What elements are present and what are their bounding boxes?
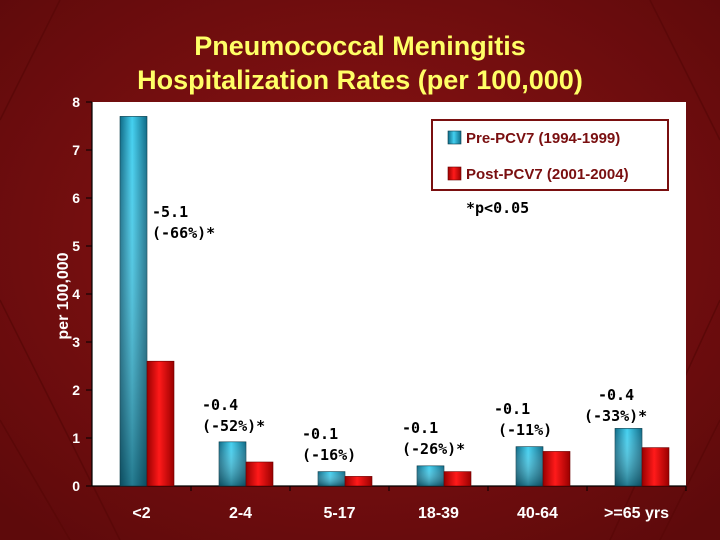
y-tick-label: 2 [72,382,80,398]
change-annotation-line: (-16%) [302,446,356,464]
legend-label-pre: Pre-PCV7 (1994-1999) [466,130,620,147]
bar-pre-pcv7-shade [417,465,444,486]
bar-pre-pcv7-shade [516,446,543,486]
bar-post-pcv7 [344,476,373,487]
bar-post-pcv7 [146,360,175,487]
y-tick-label: 6 [72,190,80,206]
bar-pre-pcv7-shade [219,441,246,486]
x-tick-label: >=65 yrs [604,505,669,522]
change-annotation-line: -0.4 [598,386,634,404]
change-annotation-line: (-11%) [498,421,552,439]
change-annotation-line: (-26%)* [402,440,465,458]
change-annotation: -0.4 (-52%)* [202,396,265,435]
y-tick-label: 8 [72,94,80,110]
y-tick-label: 7 [72,142,80,158]
change-annotation: -0.4 (-33%)* [584,386,647,425]
change-annotation-line: -0.1 [302,425,338,443]
bar-post-pcv7 [542,451,571,487]
y-tick-label: 5 [72,238,80,254]
change-annotation-line: (-66%)* [152,224,215,242]
y-tick-label: 1 [72,430,80,446]
x-tick-label: 40-64 [517,505,558,522]
change-annotation: -5.1 (-66%)* [152,203,215,242]
y-tick-label: 0 [72,478,80,494]
change-annotation-line: -0.4 [202,396,238,414]
chart-title-line-2: Hospitalization Rates (per 100,000) [137,65,583,95]
bar-pre-pcv7-shade [615,428,642,486]
change-annotation-line: -0.1 [402,419,438,437]
bar-post-pcv7 [641,447,670,487]
y-tick-label: 4 [72,286,80,302]
x-tick-label: 2-4 [229,505,252,522]
x-tick-label: 5-17 [323,505,355,522]
x-tick-label: <2 [132,505,150,522]
bar-pre-pcv7-shade [318,471,345,486]
chart-title-line-1: Pneumococcal Meningitis [194,31,526,61]
change-annotation: -0.1 (-11%) [494,400,552,439]
change-annotation: -0.1 (-16%) [302,425,356,464]
change-annotation-line: -5.1 [152,203,188,221]
bar-post-pcv7 [245,461,274,487]
legend-swatch-post [447,166,462,181]
change-annotation-line: -0.1 [494,400,530,418]
y-axis-label: per 100,000 [55,252,72,339]
legend-swatch-pre [447,130,462,145]
x-tick-label: 18-39 [418,505,459,522]
legend-box [431,119,669,191]
change-annotation: -0.1 (-26%)* [402,419,465,458]
bar-post-pcv7 [443,471,472,487]
significance-footnote: *p<0.05 [466,199,529,217]
change-annotation-line: (-33%)* [584,407,647,425]
legend-label-post: Post-PCV7 (2001-2004) [466,166,629,183]
change-annotation-line: (-52%)* [202,417,265,435]
y-tick-label: 3 [72,334,80,350]
bar-pre-pcv7-shade [120,116,147,487]
